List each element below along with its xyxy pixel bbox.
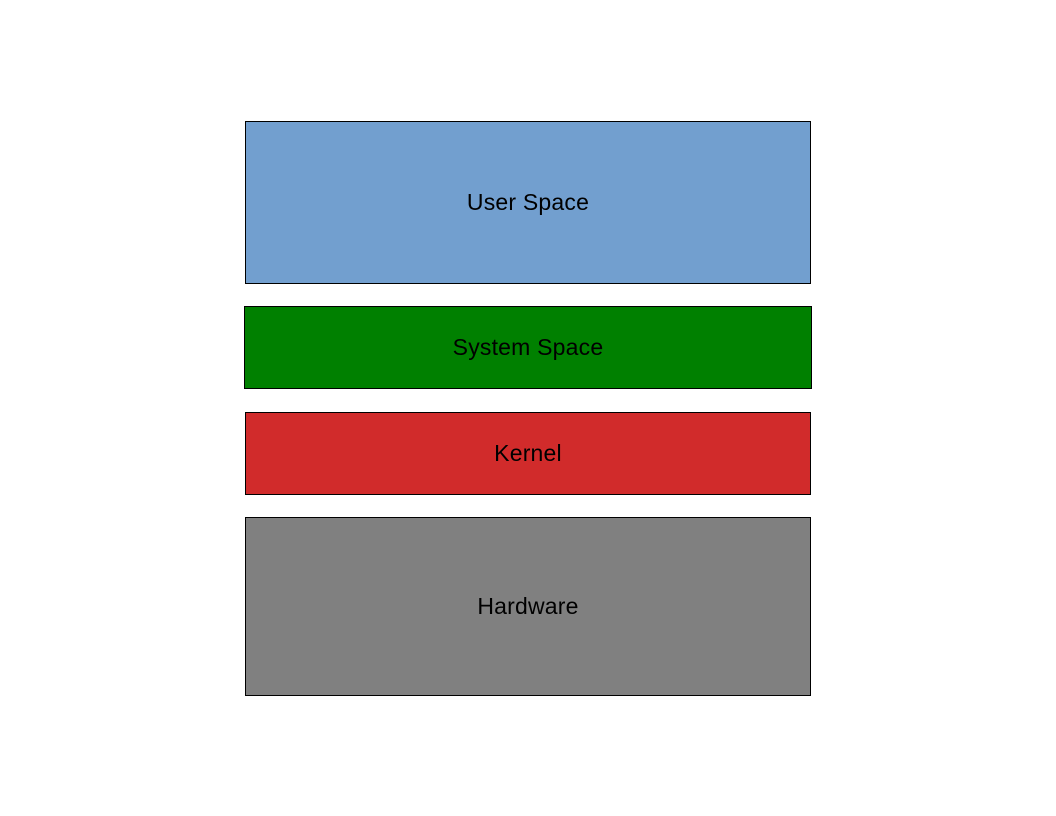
hardware-label: Hardware <box>477 593 579 619</box>
user-space-layer: User Space <box>245 121 811 284</box>
system-space-label: System Space <box>452 334 604 360</box>
kernel-layer: Kernel <box>245 412 811 495</box>
system-space-layer: System Space <box>244 306 812 389</box>
kernel-label: Kernel <box>494 440 562 466</box>
user-space-label: User Space <box>466 189 590 215</box>
hardware-layer: Hardware <box>245 517 811 696</box>
